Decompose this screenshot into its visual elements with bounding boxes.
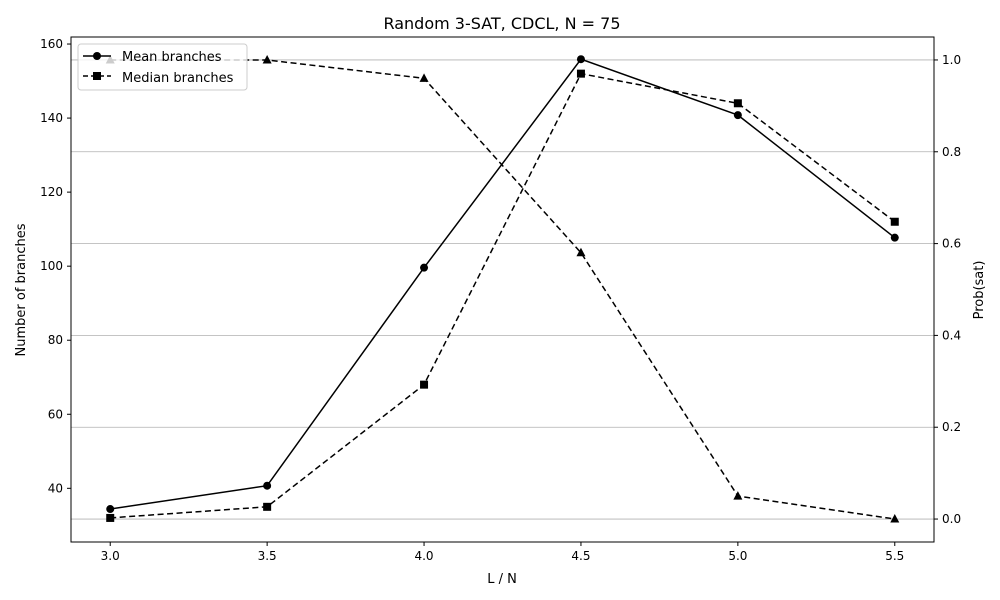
x-tick-label: 3.5 [258, 549, 277, 563]
series-line-1 [110, 72, 896, 519]
y-right-tick-label: 0.4 [942, 328, 961, 342]
y-left-tick-label: 120 [40, 185, 63, 199]
y-right-tick-label: 0.6 [942, 237, 961, 251]
data-point-square [420, 380, 429, 389]
legend-marker-square [93, 72, 101, 80]
data-point-circle [263, 481, 272, 490]
data-point-triangle [733, 491, 743, 500]
y-left-tick-label: 140 [40, 111, 63, 125]
data-point-triangle [890, 514, 900, 523]
data-point-triangle [262, 54, 272, 64]
legend-frame [77, 43, 248, 91]
y-right-tick-label: 0.2 [942, 420, 961, 434]
series-group [105, 54, 900, 523]
data-point-square [576, 69, 585, 78]
y-axis-left-label: Number of branches [14, 223, 29, 356]
y-right-tick-label: 0.8 [942, 145, 961, 159]
data-point-circle [733, 111, 742, 120]
data-point-square [263, 502, 272, 511]
y-right-tick-label: 1.0 [942, 53, 961, 67]
chart-title: Random 3-SAT, CDCL, N = 75 [383, 14, 620, 33]
x-tick-label: 5.0 [728, 549, 747, 563]
x-tick-label: 4.5 [571, 549, 590, 563]
legend: Mean branches Median branches [77, 43, 248, 91]
series-line-2 [110, 59, 895, 520]
x-tick-label: 5.5 [885, 549, 904, 563]
legend-marker-circle [93, 52, 101, 60]
y-left-tick-label: 40 [48, 481, 63, 495]
data-point-triangle [576, 247, 586, 257]
data-point-square [106, 513, 115, 522]
axes: 3.0 3.5 4.0 4.5 5.0 5.5 40 60 80 100 120 140 160 0.0 0… [40, 37, 961, 563]
x-tick-label: 3.0 [101, 549, 120, 563]
x-axis-label: L / N [487, 572, 517, 587]
y-axis-right-label: Prob(sat) [972, 261, 987, 320]
data-point-circle [576, 55, 585, 64]
y-left-tick-label: 100 [40, 259, 63, 273]
series-line-0 [110, 58, 896, 510]
legend-label-median: Median branches [122, 71, 234, 86]
legend-label-mean: Mean branches [122, 50, 222, 65]
plot-area-frame [70, 36, 935, 543]
data-point-square [890, 217, 899, 226]
data-point-triangle [419, 73, 429, 82]
data-point-square [733, 99, 742, 108]
data-point-circle [890, 233, 899, 242]
x-tick-label: 4.0 [414, 549, 433, 563]
data-point-circle [420, 263, 429, 272]
grid-lines [71, 59, 934, 520]
y-left-tick-label: 80 [48, 333, 63, 347]
y-right-tick-label: 0.0 [942, 512, 961, 526]
data-point-circle [106, 505, 115, 514]
y-left-tick-label: 160 [40, 37, 63, 51]
y-left-tick-label: 60 [48, 407, 63, 421]
